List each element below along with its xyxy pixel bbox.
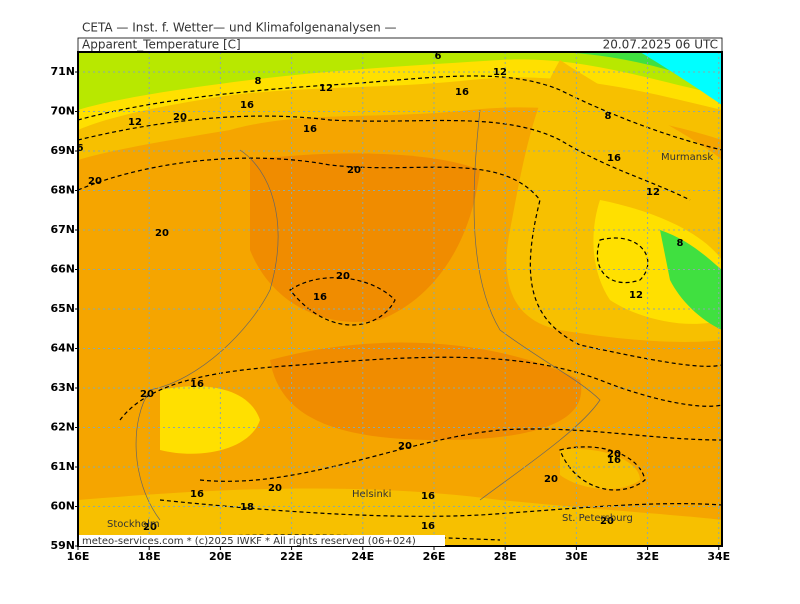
contour-label: 12	[319, 83, 333, 94]
contour-label: 8	[255, 76, 262, 87]
contour-label: 20	[140, 389, 154, 400]
lat-label: 64N	[50, 342, 75, 355]
contour-label: 16	[607, 455, 621, 466]
contour-label: 12	[493, 67, 507, 78]
city-label: Helsinki	[352, 489, 391, 500]
lat-label: 60N	[50, 500, 75, 513]
contour-label: 20	[173, 112, 187, 123]
contour-label: 16	[240, 100, 254, 111]
lat-label: 71N	[50, 65, 75, 78]
contour-label: 16	[303, 124, 317, 135]
lon-label: 22E	[280, 550, 303, 563]
contour-label: 20	[336, 271, 350, 282]
city-label: St. Petersburg	[562, 513, 633, 524]
contour-label: 20	[398, 441, 412, 452]
lon-label: 34E	[707, 550, 730, 563]
lat-label: 70N	[50, 105, 75, 118]
contour-label: 12	[629, 290, 643, 301]
lon-label: 16E	[67, 550, 90, 563]
city-label: Murmansk	[661, 152, 713, 163]
lat-label: 61N	[50, 460, 75, 473]
lon-label: 24E	[351, 550, 374, 563]
contour-label: 16	[190, 379, 204, 390]
footer: meteo-services.com * (c)2025 IWKF * All …	[82, 536, 416, 547]
contour-label: 20	[600, 516, 614, 527]
datetime: 20.07.2025 06 UTC	[603, 38, 718, 52]
contour-label: 20	[544, 474, 558, 485]
grid	[78, 52, 722, 546]
lat-label: 66N	[50, 263, 75, 276]
lat-label: 62N	[50, 421, 75, 434]
contour-label: 16	[455, 87, 469, 98]
contour-label: 20	[268, 483, 282, 494]
contour-label: 18	[240, 502, 254, 513]
contour-label: 16	[421, 521, 435, 532]
contour-label: 6	[435, 51, 442, 62]
lat-label: 63N	[50, 381, 75, 394]
lon-label: 32E	[636, 550, 659, 563]
contour-label: 16	[313, 292, 327, 303]
contour-label: 16	[421, 491, 435, 502]
lon-label: 18E	[138, 550, 161, 563]
lat-label: 59N	[50, 539, 75, 552]
contour-label: 12	[646, 187, 660, 198]
header: CETA — Inst. f. Wetter— und Klimafolgena…	[82, 21, 397, 35]
city-label: Stockholm	[107, 519, 160, 530]
contour-label: 20	[155, 228, 169, 239]
lon-label: 26E	[423, 550, 446, 563]
lon-label: 28E	[494, 550, 517, 563]
contour-label: 20	[347, 165, 361, 176]
footer-box	[79, 535, 445, 546]
contour-label: 8	[677, 238, 684, 249]
contour-label: 8	[605, 111, 612, 122]
title: Apparent_Temperature [C]	[82, 38, 241, 52]
lon-label: 30E	[565, 550, 588, 563]
contour-label: 20	[143, 522, 157, 533]
contour-label: 20	[88, 176, 102, 187]
lat-label: 69N	[50, 144, 75, 157]
lat-label: 67N	[50, 223, 75, 236]
lat-label: 68N	[50, 184, 75, 197]
contour-label: 20	[607, 449, 621, 460]
contour-label: 6	[77, 143, 84, 154]
lat-label: 65N	[50, 302, 75, 315]
contour-label: 16	[190, 489, 204, 500]
contour-label: 12	[128, 117, 142, 128]
lon-label: 20E	[209, 550, 232, 563]
contour-label: 16	[607, 153, 621, 164]
field	[78, 52, 722, 546]
